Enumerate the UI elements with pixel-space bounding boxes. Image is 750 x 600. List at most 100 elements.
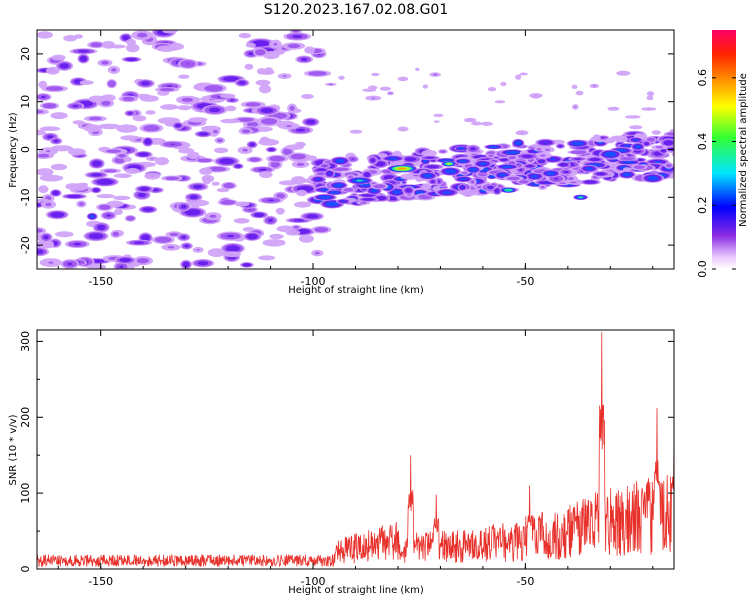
heatmap-blob xyxy=(300,57,308,61)
heatmap-blob xyxy=(554,177,559,180)
heatmap-blob xyxy=(98,123,121,130)
heatmap-blob xyxy=(122,35,130,41)
snr-y-tick-label: 0 xyxy=(19,566,32,573)
heatmap-blob xyxy=(219,93,236,99)
heatmap-blob xyxy=(101,60,109,65)
heatmap-blob xyxy=(540,154,546,157)
heatmap-blob xyxy=(89,214,95,219)
heatmap-blob xyxy=(387,196,398,201)
heatmap-blob xyxy=(48,261,54,264)
heatmap-blob xyxy=(389,92,392,95)
heatmap-blob xyxy=(43,235,49,240)
heatmap-blob xyxy=(213,129,218,134)
heatmap-blob xyxy=(371,97,376,99)
heatmap-blob xyxy=(356,179,364,182)
heatmap-blob xyxy=(654,161,662,163)
heatmap-blob xyxy=(68,148,86,156)
heatmap-blob xyxy=(88,116,102,121)
heatmap-blob xyxy=(259,171,273,179)
heatmap-blob xyxy=(182,261,190,268)
heatmap-blob xyxy=(244,63,254,70)
heatmap-blob xyxy=(351,158,354,160)
heatmap-blob xyxy=(622,161,635,164)
heatmap-blob xyxy=(88,233,104,240)
heatmap-blob xyxy=(666,163,672,168)
heatmap-blob xyxy=(397,167,407,170)
heatmap-blob xyxy=(160,104,179,110)
heatmap-blob xyxy=(574,158,582,160)
heatmap-blob xyxy=(323,165,327,167)
heatmap-y-tick-label: -20 xyxy=(19,236,32,254)
heatmap-blob xyxy=(144,138,152,145)
heatmap-blob xyxy=(41,95,46,99)
heatmap-blob xyxy=(415,67,420,71)
heatmap-blob xyxy=(458,159,468,163)
heatmap-blob xyxy=(123,156,132,162)
snr-y-axis: 0 100 200 300 xyxy=(19,331,674,573)
heatmap-blob xyxy=(238,80,246,85)
heatmap-blob xyxy=(39,174,64,182)
heatmap-blob xyxy=(67,262,73,266)
heatmap-blob xyxy=(519,72,528,76)
heatmap-blob xyxy=(426,165,439,169)
heatmap-blob xyxy=(167,246,175,249)
heatmap-blob xyxy=(616,70,631,76)
heatmap-blob xyxy=(465,118,472,122)
heatmap-blob xyxy=(233,218,250,224)
heatmap-blob xyxy=(622,167,632,172)
heatmap-blob xyxy=(37,31,53,39)
heatmap-blob xyxy=(139,95,159,102)
heatmap-blob xyxy=(460,178,467,181)
heatmap-blob xyxy=(325,201,339,207)
heatmap-blob xyxy=(204,85,224,92)
heatmap-blob xyxy=(242,263,252,267)
heatmap-blob xyxy=(270,161,281,168)
heatmap-x-tick-label: -100 xyxy=(301,275,326,288)
heatmap-blob xyxy=(238,32,251,39)
heatmap-blob xyxy=(226,234,234,238)
heatmap-blob xyxy=(39,126,61,131)
heatmap-blob xyxy=(421,149,438,157)
snr-y-tick-label: 200 xyxy=(19,407,32,428)
heatmap-blob xyxy=(397,126,409,132)
snr-ylabel: SNR (10 * v/v) xyxy=(8,414,19,485)
heatmap-blob xyxy=(306,214,319,219)
colorbar-tick-label: 0.2 xyxy=(696,197,709,215)
heatmap-blob xyxy=(187,151,200,160)
heatmap-blob xyxy=(122,96,135,101)
snr-xlabel: Height of straight line (km) xyxy=(288,585,424,596)
heatmap-blob xyxy=(478,162,487,166)
heatmap-blob xyxy=(430,180,435,183)
heatmap-blob xyxy=(593,134,601,141)
heatmap-y-tick-label: 10 xyxy=(19,95,32,109)
heatmap-blob xyxy=(273,42,278,46)
heatmap-blob xyxy=(308,71,327,76)
heatmap-blob xyxy=(141,234,150,242)
heatmap-y-tick-label: 0 xyxy=(19,146,32,153)
heatmap-blob xyxy=(362,88,377,92)
heatmap-blob xyxy=(92,160,102,167)
heatmap-blob xyxy=(208,166,227,172)
heatmap-blob xyxy=(282,148,293,155)
heatmap-blob xyxy=(315,178,321,181)
heatmap-blob xyxy=(155,157,169,166)
heatmap-blob xyxy=(577,196,584,199)
heatmap-blob xyxy=(137,192,146,198)
heatmap-blob xyxy=(634,144,642,149)
heatmap-blob xyxy=(379,86,392,91)
heatmap-blob xyxy=(136,258,149,264)
heatmap-blob xyxy=(444,169,457,174)
heatmap-blob xyxy=(518,180,529,184)
heatmap-blob xyxy=(404,157,417,162)
heatmap-blob xyxy=(371,72,380,77)
heatmap-blob xyxy=(494,188,500,193)
heatmap-blob xyxy=(55,231,74,238)
heatmap-blob xyxy=(433,113,444,118)
snr-y-tick-label: 300 xyxy=(19,331,32,352)
heatmap-blob xyxy=(79,80,94,85)
heatmap-blob xyxy=(622,172,632,177)
heatmap-blob xyxy=(66,194,82,198)
heatmap-blob xyxy=(629,125,643,130)
heatmap-blob xyxy=(159,88,175,92)
colorbar-tick-label: 0.6 xyxy=(696,69,709,87)
